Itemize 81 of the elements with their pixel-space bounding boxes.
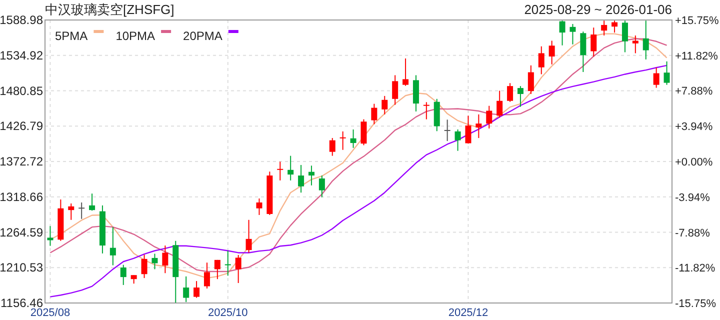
candlestick: [277, 161, 284, 181]
candlestick: [162, 245, 168, 274]
y2-tick-label: +0.00%: [675, 156, 713, 168]
candlestick: [371, 103, 378, 125]
y2-tick-label: -11.82%: [675, 262, 716, 275]
y2-tick-label: -3.94%: [675, 192, 710, 204]
chart-subtitle: 2025-08-29 ~ 2026-01-06: [524, 2, 672, 17]
x-tick-label: 2025/08: [30, 307, 70, 319]
candlestick: [496, 90, 503, 118]
candlestick: [507, 82, 514, 102]
candlestick: [308, 165, 314, 186]
candlestick: [653, 67, 660, 88]
candlestick: [454, 128, 461, 152]
candlestick: [559, 20, 566, 46]
candlestick: [632, 34, 638, 54]
candlestick: [664, 60, 670, 86]
candlestick: [486, 105, 492, 129]
candlestick: [256, 198, 262, 216]
candlestick: [382, 95, 388, 115]
candlestick: [141, 254, 148, 279]
candlestick: [580, 31, 586, 73]
y-tick-label: 1264.59: [0, 225, 44, 240]
candlestick: [517, 86, 524, 108]
x-tick-label: 2025/10: [208, 307, 248, 319]
legend-label: 5PMA: [55, 29, 88, 43]
candlestick: [89, 193, 96, 212]
legend-label: 10PMA: [116, 29, 156, 43]
candlestick: [204, 262, 210, 290]
candlestick: [152, 253, 158, 270]
y2-tick-label: +11.82%: [675, 50, 718, 62]
candlestick: [78, 202, 85, 220]
candlestick: [246, 219, 252, 254]
candlestick: [590, 27, 597, 57]
y-tick-label: 1318.66: [0, 190, 44, 204]
candlestick: [548, 40, 555, 65]
y2-tick-label: -15.75%: [675, 298, 716, 310]
y2-tick-label: -7.88%: [675, 227, 710, 240]
y2-tick-label: +15.75%: [675, 15, 719, 27]
y-tick-label: 1210.53: [0, 260, 44, 275]
chart-title: 中汉玻璃卖空[ZHSFG]: [45, 2, 174, 17]
candlestick: [642, 20, 649, 60]
y-tick-label: 1480.85: [0, 84, 44, 98]
candlestick: [68, 202, 74, 220]
candlestick: [570, 23, 576, 45]
candlestick: [340, 130, 346, 150]
candlestick: [444, 119, 450, 142]
y-tick-label: 1156.46: [0, 296, 44, 310]
candlestick: [318, 175, 325, 198]
y2-tick-label: +3.94%: [675, 121, 713, 134]
candlestick: [47, 226, 54, 246]
candlestick: [465, 115, 472, 144]
legend-label: 20PMA: [183, 29, 222, 43]
candlestick: [412, 74, 419, 112]
candlestick: [214, 259, 220, 280]
y-tick-label: 1426.79: [0, 119, 44, 134]
candlestick: [235, 254, 242, 284]
candlestick: [612, 20, 618, 34]
y2-tick-label: +7.88%: [675, 86, 713, 98]
y-tick-label: 1534.92: [0, 48, 44, 62]
x-tick-label: 2025/12: [448, 307, 488, 319]
candlestick: [538, 46, 544, 75]
candlestick: [402, 58, 409, 86]
candlestick: [528, 64, 534, 94]
candlestick: [350, 128, 356, 148]
candlestick: [120, 264, 126, 286]
candlestick: [183, 276, 190, 303]
candlestick: [298, 164, 304, 194]
candlestick: [288, 155, 294, 181]
candlestick: [601, 20, 608, 36]
line-series: [50, 64, 668, 298]
candlestick: [329, 138, 336, 156]
candlestick: [224, 250, 231, 276]
candlestick: [360, 118, 367, 146]
candlestick: [476, 114, 482, 139]
candlestick: [110, 226, 116, 266]
candlestick: [622, 20, 628, 53]
candlestick: [423, 102, 430, 120]
y-tick-label: 1588.98: [0, 13, 44, 27]
y-tick-label: 1372.72: [0, 154, 44, 168]
candlestick: [392, 74, 398, 106]
candlestick: [194, 280, 200, 298]
